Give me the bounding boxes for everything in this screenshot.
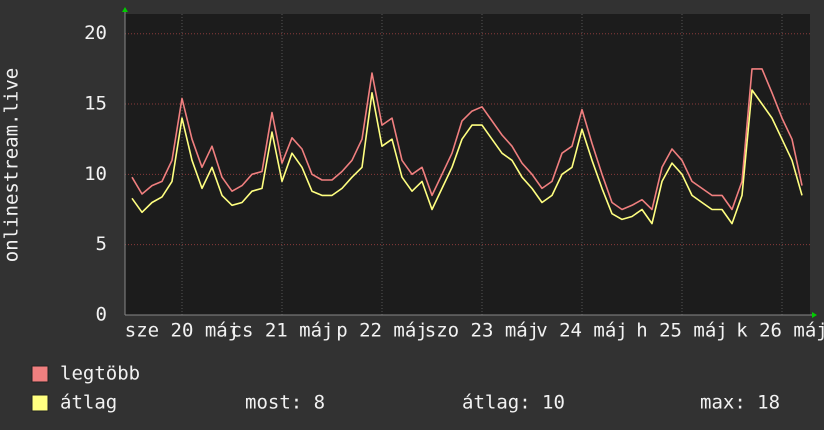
series-line xyxy=(131,89,803,225)
x-tick-label: h 25 máj xyxy=(636,320,728,342)
y-tick-label: 5 xyxy=(96,233,107,255)
x-axis-arrow xyxy=(812,312,817,318)
legend-swatch xyxy=(31,365,49,383)
y-tick-label: 10 xyxy=(84,163,107,185)
stat-value: 10 xyxy=(542,392,565,414)
x-tick-label: szo 23 máj xyxy=(425,320,539,342)
x-tick-label: v 24 máj xyxy=(536,320,628,342)
stat-label: átlag: xyxy=(462,392,531,414)
legend-swatch xyxy=(31,394,49,412)
stat-value: 18 xyxy=(757,392,780,414)
x-tick-label: p 22 máj xyxy=(336,320,428,342)
y-axis-arrow xyxy=(122,7,128,12)
x-tick-label: cs 21 máj xyxy=(231,320,334,342)
y-tick-label: 0 xyxy=(96,304,107,326)
stat-value: 8 xyxy=(314,392,325,414)
x-tick-label: sze 20 máj xyxy=(125,320,239,342)
series-line xyxy=(131,68,803,211)
plot-area xyxy=(125,14,810,315)
stat-label: max: xyxy=(700,392,746,414)
y-tick-label: 20 xyxy=(84,22,107,44)
y-axis-label: onlinestream.live xyxy=(1,68,23,262)
x-tick-label: k 26 máj xyxy=(736,320,824,342)
y-tick-label: 15 xyxy=(84,93,107,115)
stat-label: most: xyxy=(245,392,302,414)
legend-label: legtöbb xyxy=(60,363,140,385)
legend-label: átlag xyxy=(60,392,117,414)
